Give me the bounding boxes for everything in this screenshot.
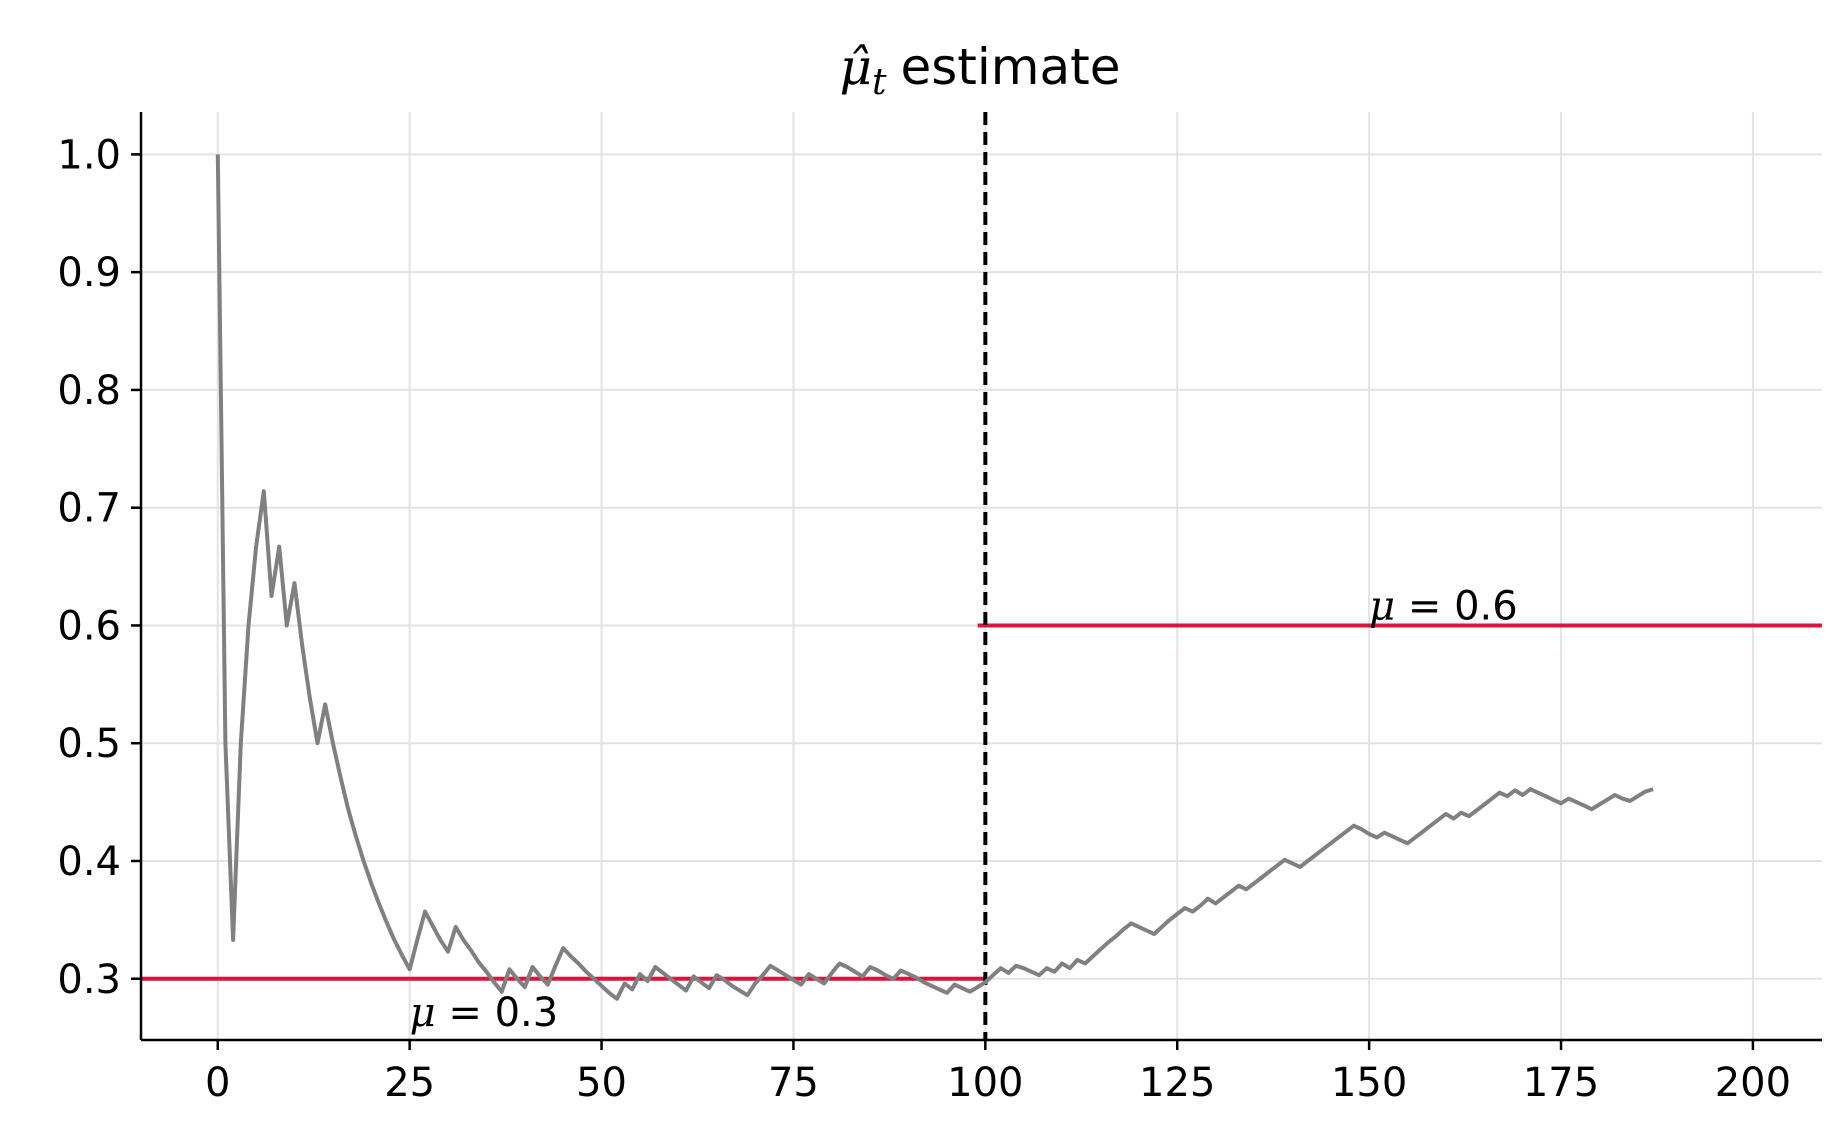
y-tick-label-7: 1.0 (57, 132, 121, 178)
x-tick-label-3: 75 (768, 1060, 819, 1106)
x-tick-label-0: 0 (205, 1060, 230, 1106)
series-line-0 (215, 154, 1654, 1001)
ticks: 0 25 50 75 100 125 150 175 200 0.3 0.4 0.5 0.6 0.7 0.8… (57, 132, 1791, 1106)
x-tick-label-8: 200 (1715, 1060, 1791, 1106)
mu-annotation-1: μ = 0.6 (1369, 584, 1518, 630)
x-tick-label-4: 100 (947, 1060, 1023, 1106)
title-text: estimate (900, 38, 1120, 96)
x-tick-label-7: 175 (1523, 1060, 1599, 1106)
series-layer (215, 154, 1654, 1001)
y-tick-label-6: 0.9 (57, 250, 121, 296)
x-tick-label-5: 125 (1139, 1060, 1215, 1106)
annotations: μ = 0.3μ = 0.6 (410, 584, 1518, 1036)
x-tick-label-6: 150 (1331, 1060, 1407, 1106)
y-tick-label-4: 0.7 (57, 486, 121, 532)
x-tick-label-2: 50 (576, 1060, 627, 1106)
title-symbol: μ̂ (840, 38, 873, 96)
y-tick-label-0: 0.3 (57, 957, 121, 1003)
mu-symbol: μ (410, 990, 436, 1036)
x-tick-label-1: 25 (384, 1060, 435, 1106)
y-tick-label-1: 0.4 (57, 839, 121, 885)
mu-value: = 0.3 (436, 990, 559, 1036)
chart-title: μ̂t estimate (840, 38, 1121, 103)
y-tick-label-3: 0.6 (57, 603, 121, 649)
axes (139, 112, 1822, 1042)
y-tick-label-5: 0.8 (57, 368, 121, 414)
reference-lines (141, 112, 1822, 1040)
mu-annotation-0: μ = 0.3 (410, 990, 559, 1036)
mu-value: = 0.6 (1395, 584, 1518, 630)
grid (141, 112, 1822, 1040)
y-tick-label-2: 0.5 (57, 721, 121, 767)
mu-symbol: μ (1369, 584, 1395, 630)
title-subscript: t (872, 62, 887, 103)
